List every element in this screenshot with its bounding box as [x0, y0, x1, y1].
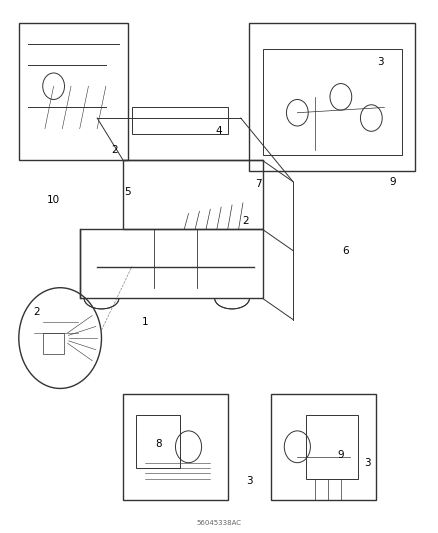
Text: 9: 9: [338, 450, 344, 460]
Bar: [306, 415, 358, 479]
Text: 7: 7: [255, 179, 261, 189]
Text: 56045338AC: 56045338AC: [197, 520, 241, 526]
Text: 2: 2: [33, 306, 39, 317]
Bar: [19, 22, 127, 160]
Text: 8: 8: [155, 439, 161, 449]
Text: 5: 5: [124, 187, 131, 197]
Text: 2: 2: [111, 145, 118, 155]
Bar: [250, 22, 415, 171]
Text: 3: 3: [364, 458, 370, 467]
Text: 3: 3: [377, 58, 383, 67]
Bar: [132, 108, 228, 134]
Text: 3: 3: [246, 477, 253, 486]
Text: 4: 4: [215, 126, 223, 136]
Text: 2: 2: [242, 216, 248, 227]
Text: 1: 1: [142, 317, 148, 327]
Text: 10: 10: [47, 195, 60, 205]
Bar: [43, 333, 64, 354]
Bar: [123, 394, 228, 500]
Bar: [136, 415, 180, 468]
Bar: [271, 394, 376, 500]
Text: 9: 9: [390, 176, 396, 187]
Bar: [262, 49, 402, 155]
Text: 6: 6: [342, 246, 349, 256]
